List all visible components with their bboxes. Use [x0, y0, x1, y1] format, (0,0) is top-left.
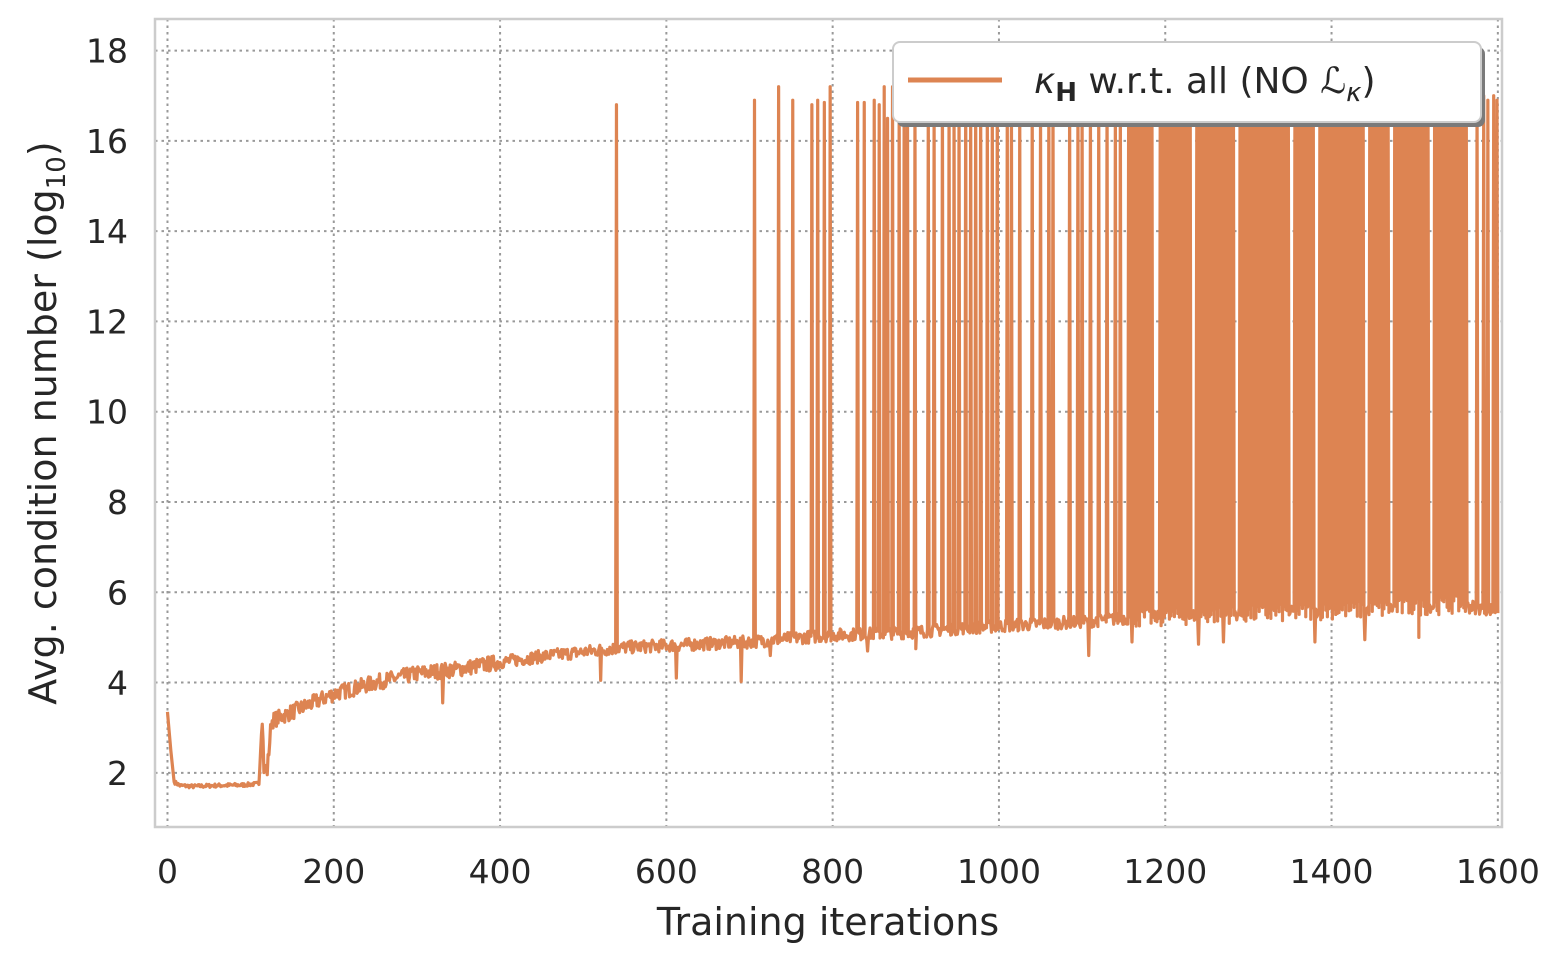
y-tick-label: 12 [86, 302, 128, 341]
x-tick-label: 400 [469, 852, 532, 891]
legend-kappa: κ [1034, 61, 1056, 102]
legend-loss-subscript: κ [1346, 78, 1362, 108]
y-axis-ticks: 2 4 6 8 10 12 14 16 18 [86, 32, 128, 793]
x-tick-label: 1200 [1123, 852, 1207, 891]
legend-label-middle: w.r.t. all (NO [1077, 61, 1320, 102]
legend-label-close: ) [1361, 61, 1375, 102]
x-tick-label: 800 [801, 852, 864, 891]
y-axis-title: Avg. condition number (log10) [21, 141, 72, 704]
legend-box [892, 41, 1482, 123]
y-tick-label: 4 [107, 664, 128, 703]
legend: κH w.r.t. all (NO ℒκ) [892, 41, 1485, 127]
y-axis-title-close: ) [21, 141, 65, 156]
legend-kappa-subscript: H [1055, 78, 1077, 108]
x-axis-ticks: 0 200 400 600 800 1000 1200 1400 1600 [157, 852, 1540, 891]
y-tick-label: 14 [86, 212, 128, 251]
legend-loss-symbol: ℒ [1320, 61, 1346, 102]
legend-label: κH w.r.t. all (NO ℒκ) [1034, 61, 1376, 108]
x-tick-label: 0 [157, 852, 178, 891]
plot-frame [153, 17, 1504, 829]
x-tick-label: 600 [635, 852, 698, 891]
y-tick-label: 2 [107, 754, 128, 793]
y-axis-title-subscript: 10 [42, 156, 72, 189]
y-tick-label: 6 [107, 573, 128, 612]
series-line-kappa-h [165, 85, 1500, 790]
x-tick-label: 1000 [957, 852, 1041, 891]
x-tick-label: 1400 [1290, 852, 1374, 891]
x-tick-label: 200 [302, 852, 365, 891]
x-tick-label: 1600 [1456, 852, 1540, 891]
y-axis-title-main: Avg. condition number (log [21, 189, 65, 704]
y-tick-label: 16 [86, 122, 128, 161]
y-tick-label: 8 [107, 483, 128, 522]
x-axis-title: Training iterations [656, 900, 999, 944]
y-tick-label: 18 [86, 32, 128, 71]
y-tick-label: 10 [86, 393, 128, 432]
